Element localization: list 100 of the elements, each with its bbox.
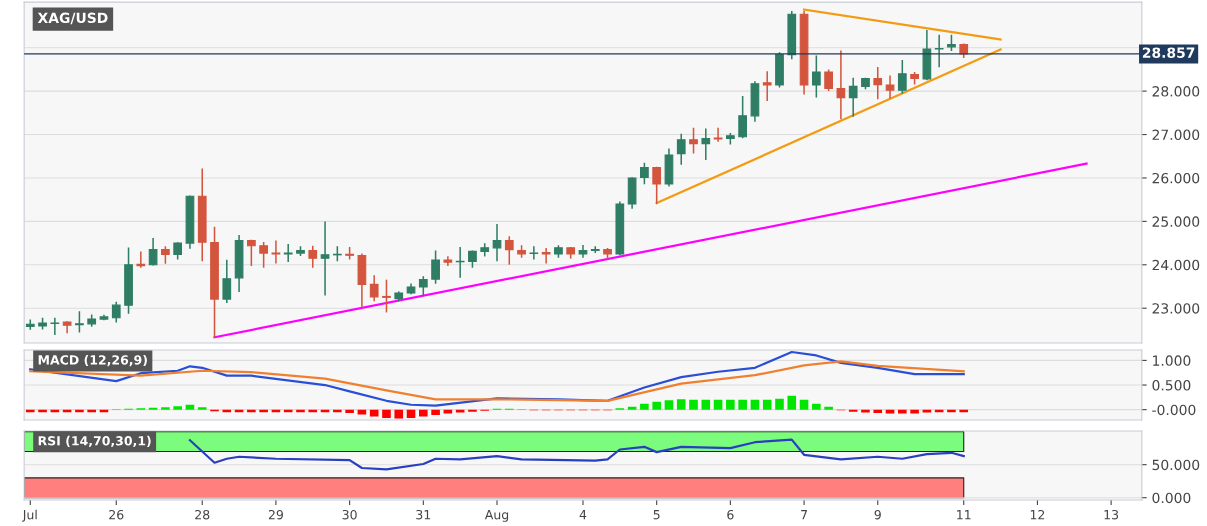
candlestick xyxy=(75,311,84,333)
bar xyxy=(701,399,711,410)
bar xyxy=(676,399,686,410)
bar xyxy=(652,401,661,410)
x-tick-label: 30 xyxy=(342,509,357,520)
candlestick xyxy=(578,244,588,258)
candlestick xyxy=(652,166,662,204)
bar xyxy=(627,406,637,410)
y-tick-label: 28.000 xyxy=(1152,86,1200,97)
candlestick xyxy=(320,221,330,296)
candlestick xyxy=(676,133,686,165)
bar xyxy=(197,407,207,410)
bar xyxy=(922,409,932,413)
candlestick xyxy=(271,240,281,264)
chart-title: RSI (14,70,30,1) xyxy=(38,435,151,448)
bar xyxy=(664,400,674,410)
candlestick xyxy=(418,276,428,296)
y-tick-label: 0.000 xyxy=(1152,492,1191,504)
bar xyxy=(345,409,354,414)
x-tick-label: 26 xyxy=(109,509,124,520)
bar xyxy=(640,403,649,410)
bar xyxy=(357,409,367,415)
line-series xyxy=(29,350,965,407)
candlestick xyxy=(689,127,698,154)
bar xyxy=(787,395,797,410)
candlestick xyxy=(136,251,146,268)
x-tick-label: 7 xyxy=(801,510,807,520)
y-tick-label: 1.000 xyxy=(1153,355,1191,366)
candlestick xyxy=(111,301,121,323)
y-tick-label: -0.000 xyxy=(1152,404,1196,416)
candlestick xyxy=(738,95,748,139)
bar xyxy=(775,398,784,410)
y-tick-label: 23.000 xyxy=(1152,303,1200,314)
bar xyxy=(885,409,895,414)
y-tick-label: 25.000 xyxy=(1152,216,1200,227)
candlestick xyxy=(492,224,502,262)
bar xyxy=(812,403,821,410)
x-tick-label: Jul xyxy=(22,509,37,522)
candlestick xyxy=(701,128,711,161)
candlestick xyxy=(713,127,723,142)
candlestick xyxy=(222,259,232,303)
candlestick xyxy=(443,256,453,266)
candlestick xyxy=(762,71,772,101)
bar xyxy=(173,406,182,410)
bar xyxy=(161,407,170,410)
x-tick-label: 28 xyxy=(195,509,210,520)
candlestick xyxy=(148,237,158,266)
bar xyxy=(394,409,404,419)
candlestick xyxy=(259,241,269,268)
bar xyxy=(726,399,735,410)
bar xyxy=(762,399,772,410)
candlestick xyxy=(382,279,391,313)
bar xyxy=(713,399,723,410)
x-tick-label: 31 xyxy=(416,509,431,520)
x-tick-label: 4 xyxy=(579,510,587,520)
ref-line-label: 28.857 xyxy=(1142,47,1195,58)
x-tick-label: 13 xyxy=(1104,509,1119,520)
x-tick-label: 9 xyxy=(874,509,881,520)
candlestick xyxy=(848,77,858,117)
candlestick xyxy=(885,75,895,99)
bar xyxy=(750,399,760,410)
bar xyxy=(824,406,833,410)
bar xyxy=(431,409,440,416)
candlestick xyxy=(824,69,833,92)
y-tick-label: 50.000 xyxy=(1152,459,1200,471)
x-tick-label: 6 xyxy=(727,509,734,520)
bar xyxy=(873,409,883,414)
bar xyxy=(799,399,809,410)
bar xyxy=(382,409,391,419)
candlestick xyxy=(283,244,293,263)
chart-title: MACD (12,26,9) xyxy=(38,354,147,367)
bar xyxy=(185,404,195,410)
text: XAG/USD xyxy=(37,12,108,25)
line-series xyxy=(188,438,965,471)
bar xyxy=(369,409,379,417)
x-tick-label: Aug xyxy=(484,510,509,522)
candlestick xyxy=(308,245,318,268)
bar xyxy=(861,409,870,413)
bar xyxy=(455,409,465,413)
candlestick xyxy=(640,162,649,185)
x-tick-label: 29 xyxy=(268,509,283,520)
candlestick xyxy=(369,275,379,302)
candlestick xyxy=(246,239,256,266)
bar xyxy=(689,399,698,410)
candlestick xyxy=(541,247,551,264)
y-tick-label: 0.500 xyxy=(1152,380,1191,391)
candlestick xyxy=(590,246,600,253)
bar xyxy=(910,409,919,414)
bar xyxy=(443,409,453,414)
candlestick xyxy=(431,250,440,284)
y-tick-label: 24.000 xyxy=(1152,259,1200,271)
candlestick xyxy=(50,317,60,336)
candlestick xyxy=(897,59,907,94)
candlestick xyxy=(836,50,846,120)
candlestick xyxy=(811,55,821,98)
bar xyxy=(898,409,907,414)
x-tick-label: 12 xyxy=(1030,509,1045,520)
candlestick xyxy=(934,34,944,68)
candlestick xyxy=(873,66,883,100)
bar xyxy=(419,409,428,417)
